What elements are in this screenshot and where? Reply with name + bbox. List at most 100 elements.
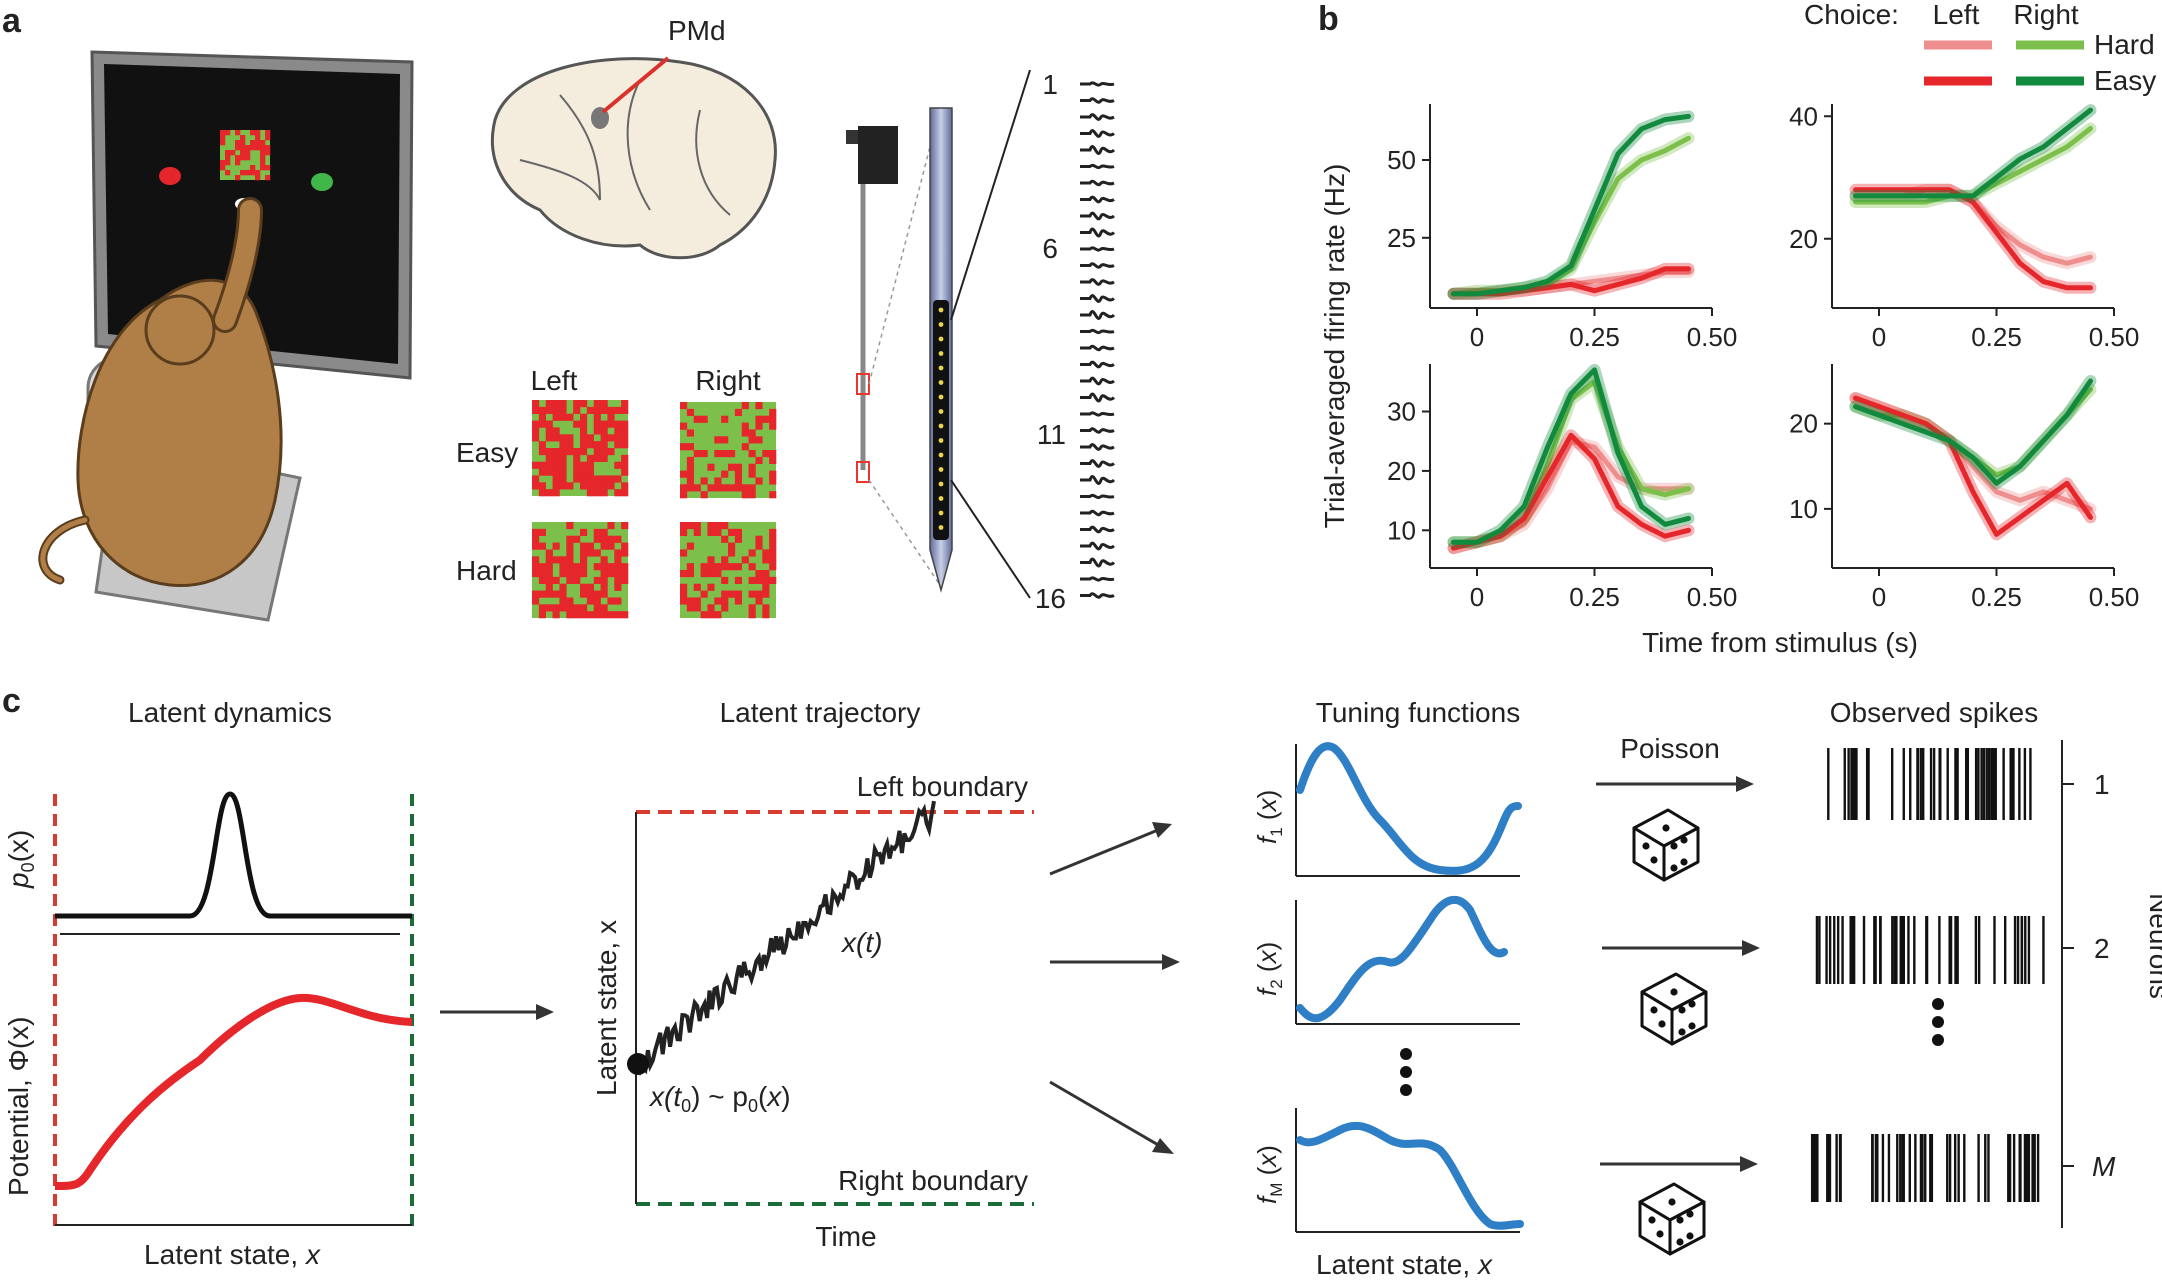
x-tick-label: 0 xyxy=(1470,582,1484,612)
waveform-trace xyxy=(1080,179,1115,187)
channel-16-label: 16 xyxy=(1035,583,1066,614)
waveform-trace xyxy=(1080,411,1115,417)
waveform-trace xyxy=(1080,129,1115,138)
monitor-stimulus xyxy=(220,130,271,181)
neuron-1-label: 1 xyxy=(2094,769,2110,800)
spike-raster-1 xyxy=(1827,748,2032,820)
series-line xyxy=(1451,113,1691,297)
latent-trajectory-path xyxy=(636,800,936,1077)
waveform-trace xyxy=(1080,509,1115,517)
channel-6-label: 6 xyxy=(1042,233,1058,264)
firing-chart-2: 0 0.25 0.50 10 20 30 xyxy=(1387,363,1738,612)
tuning-curve xyxy=(1296,896,1508,1023)
waveform-trace xyxy=(1080,427,1115,434)
waveform-trace xyxy=(1080,278,1115,286)
x-tick-label: 0.50 xyxy=(2089,322,2140,352)
channel-11-label: 11 xyxy=(1037,419,1066,450)
spike-raster-2 xyxy=(1815,916,2045,984)
x-tick-label: 0.25 xyxy=(1569,322,1620,352)
y-tick-label: 10 xyxy=(1387,515,1416,545)
firing-rate-ylabel: Trial-averaged firing rate (Hz) xyxy=(1319,164,1350,529)
die-icon xyxy=(1632,808,1700,882)
tuning-function-1: f1 (x) xyxy=(1252,742,1522,877)
x-tick-label: 0.25 xyxy=(1971,322,2022,352)
tuning-curve xyxy=(1296,1121,1524,1230)
waveform-trace xyxy=(1080,459,1115,468)
spike-raster-3 xyxy=(1810,1134,2040,1202)
waveform-trace xyxy=(1080,557,1116,568)
stimulus-grid-1 xyxy=(680,402,777,499)
tuning-function-3: fM (x) xyxy=(1252,1108,1524,1233)
trajectory-ylabel: Latent state, x xyxy=(591,920,622,1096)
stim-row-hard: Hard xyxy=(456,555,517,586)
dice-icons xyxy=(1632,808,1708,1256)
legend-col-right: Right xyxy=(2013,0,2079,30)
tuning-functions: f1 (x) f2 (x) fM (x) xyxy=(1252,742,1524,1233)
stimulus-grid-3 xyxy=(680,522,777,619)
die-icon xyxy=(1640,972,1708,1046)
waveform-trace xyxy=(1080,163,1115,170)
series-line xyxy=(1853,107,2093,199)
waveform-trace xyxy=(1080,246,1115,252)
y-tick-label: 50 xyxy=(1387,145,1416,175)
tuning-curve xyxy=(1296,742,1522,875)
pmd-label: PMd xyxy=(668,15,726,46)
tuning-function-2: f2 (x) xyxy=(1252,896,1520,1025)
y-tick-label: 25 xyxy=(1387,223,1416,253)
y-tick-label: 40 xyxy=(1789,101,1818,131)
waveform-trace xyxy=(1080,592,1115,599)
series-line xyxy=(1451,367,1691,545)
tuning-ylabel: fM (x) xyxy=(1252,1145,1286,1204)
waveform-trace xyxy=(1080,211,1115,221)
panel-label-b: b xyxy=(1318,0,1339,38)
waveform-trace xyxy=(1080,475,1116,485)
waveform-trace xyxy=(1080,376,1115,386)
legend-row-easy: Easy xyxy=(2094,65,2156,96)
latent-dynamics-title: Latent dynamics xyxy=(128,697,332,728)
waveform-trace xyxy=(1080,97,1115,104)
x-tick-label: 0.50 xyxy=(1687,582,1738,612)
waveform-trace xyxy=(1080,392,1116,403)
firing-rate-charts: 0 0.25 0.50 25 50 0 0.25 0.50 20 40 0 0.25 0.50 10 20 3… xyxy=(1387,101,2139,612)
panel-label-c: c xyxy=(2,682,21,720)
p0-label: p0(x) xyxy=(3,830,38,889)
y-tick-label: 20 xyxy=(1789,409,1818,439)
x-tick-label: 0 xyxy=(1872,582,1886,612)
potential-label: Potential, Φ(x) xyxy=(3,1016,34,1196)
tuning-xlabel: Latent state, x xyxy=(1316,1249,1493,1280)
waveform-trace xyxy=(1080,81,1115,87)
waveform-traces xyxy=(1080,81,1116,599)
firing-chart-0: 0 0.25 0.50 25 50 xyxy=(1387,104,1737,352)
waveform-trace xyxy=(1080,576,1115,582)
choice-legend: Choice: Left Right Hard Easy xyxy=(1804,0,2156,96)
panel-label-a: a xyxy=(2,2,22,40)
initial-state-dot xyxy=(627,1053,649,1075)
series-line xyxy=(1853,395,2093,537)
waveform-trace xyxy=(1080,328,1115,335)
waveform-trace xyxy=(1080,145,1116,155)
arrows-to-tuning xyxy=(1049,822,1180,1154)
stimulus-grids xyxy=(532,400,777,619)
poisson-label: Poisson xyxy=(1620,733,1720,764)
xt-label: x(t) xyxy=(840,927,882,958)
x-tick-label: 0 xyxy=(1470,322,1484,352)
neurons-axis-label: Neurons xyxy=(2144,893,2162,999)
x0-label: x(t0) ~ p0(x) xyxy=(648,1081,791,1116)
y-tick-label: 30 xyxy=(1387,397,1416,427)
potential-curve xyxy=(54,993,413,1190)
time-label: Time xyxy=(815,1221,876,1252)
spike-rasters xyxy=(1810,748,2045,1202)
x-tick-label: 0 xyxy=(1872,322,1886,352)
channel-1-label: 1 xyxy=(1042,69,1058,100)
series-line xyxy=(1853,378,2093,486)
tuning-ylabel: f2 (x) xyxy=(1252,942,1286,996)
stim-col-right: Right xyxy=(695,365,761,396)
waveform-trace xyxy=(1080,195,1115,204)
y-tick-label: 20 xyxy=(1387,456,1416,486)
firing-chart-3: 0 0.25 0.50 10 20 xyxy=(1789,364,2139,612)
left-boundary-label: Left boundary xyxy=(857,771,1028,802)
probe-illustration xyxy=(846,69,1031,599)
series-line xyxy=(1451,432,1691,551)
tuning-ylabel: f1 (x) xyxy=(1252,790,1286,844)
